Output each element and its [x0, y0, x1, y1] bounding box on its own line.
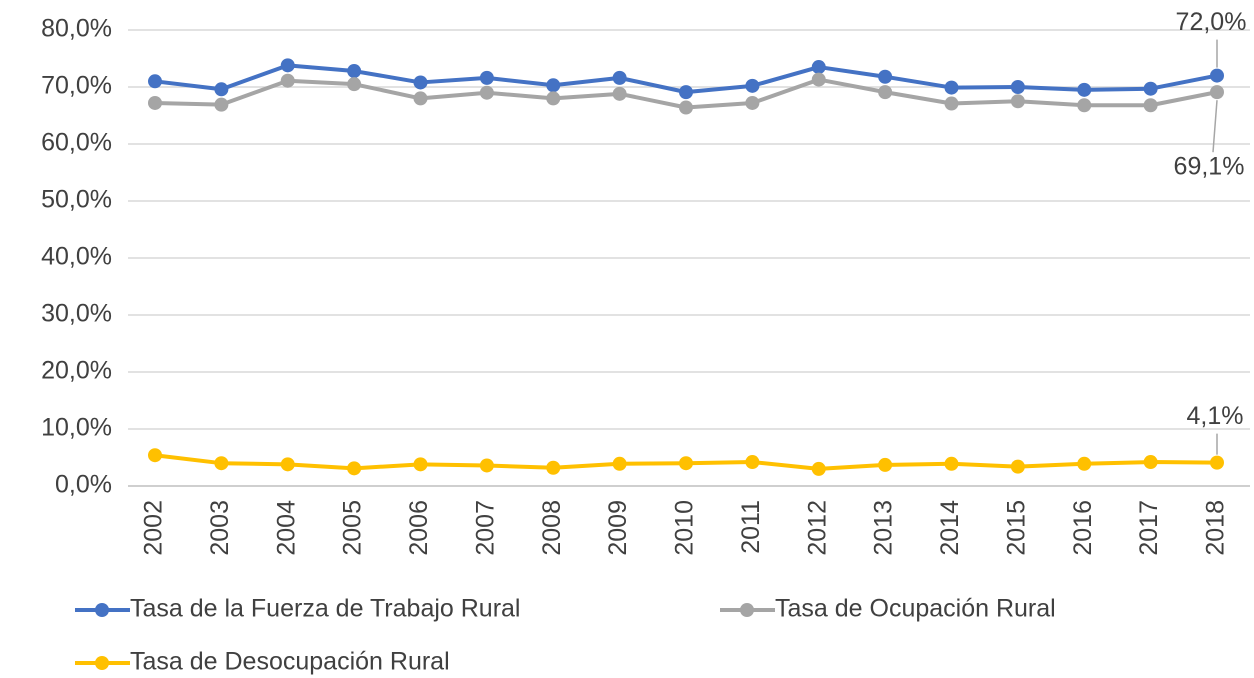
series-marker: [1010, 459, 1025, 474]
x-tick-label: 2008: [538, 500, 566, 556]
y-tick-label: 0,0%: [55, 471, 112, 499]
series-marker: [413, 457, 428, 472]
series-marker: [1010, 80, 1025, 94]
x-tick-label: 2016: [1069, 500, 1097, 556]
series-marker: [811, 72, 826, 87]
series-marker: [214, 97, 229, 112]
series-marker: [612, 86, 627, 101]
data-label: 69,1%: [1174, 153, 1245, 181]
series-marker: [1210, 85, 1224, 100]
series-marker: [214, 456, 229, 471]
series-marker: [612, 70, 627, 85]
series-marker: [479, 458, 494, 473]
series-marker: [745, 95, 760, 110]
leader-line: [1212, 100, 1218, 153]
x-tick-label: 2009: [604, 500, 632, 556]
series-marker: [1143, 81, 1158, 96]
x-tick-label: 2003: [206, 500, 234, 556]
series-marker: [944, 96, 959, 111]
series-marker: [745, 455, 760, 470]
series-marker: [745, 78, 760, 93]
series-marker: [479, 70, 494, 85]
series-marker: [944, 456, 959, 471]
series-marker: [280, 457, 295, 472]
series-marker: [148, 95, 162, 110]
series-marker: [1010, 94, 1025, 109]
x-tick-label: 2011: [737, 500, 765, 554]
y-tick-label: 10,0%: [41, 414, 112, 442]
x-tick-label: 2004: [272, 500, 300, 556]
series-marker: [1143, 98, 1158, 113]
series-marker: [1210, 455, 1224, 470]
series-marker: [1077, 82, 1092, 97]
series-marker: [479, 85, 494, 100]
legend-label: Tasa de Desocupación Rural: [130, 648, 450, 676]
series-marker: [347, 77, 362, 92]
series-marker: [280, 73, 295, 88]
series-marker: [546, 460, 561, 475]
data-label: 72,0%: [1176, 8, 1247, 36]
series-marker: [546, 78, 561, 93]
series-marker: [878, 457, 893, 472]
series-marker: [1077, 456, 1092, 471]
x-tick-label: 2002: [140, 500, 168, 556]
y-tick-label: 70,0%: [41, 72, 112, 100]
x-tick-label: 2014: [936, 500, 964, 556]
legend-marker: [95, 656, 109, 670]
x-tick-label: 2005: [339, 500, 367, 556]
x-tick-label: 2006: [405, 500, 433, 556]
series-marker: [878, 85, 893, 100]
legend-marker: [740, 603, 754, 617]
y-tick-label: 30,0%: [41, 300, 112, 328]
series-marker: [347, 461, 362, 476]
series-marker: [612, 456, 627, 471]
series-marker: [1143, 455, 1158, 470]
legend-label: Tasa de Ocupación Rural: [775, 595, 1056, 623]
x-tick-label: 2015: [1002, 500, 1030, 556]
series-marker: [679, 85, 693, 100]
series-marker: [280, 58, 295, 73]
data-label: 4,1%: [1187, 402, 1244, 430]
series-marker: [546, 91, 561, 106]
series-marker: [214, 82, 229, 97]
y-tick-label: 60,0%: [41, 129, 112, 157]
series-marker: [679, 456, 693, 471]
series-marker: [413, 91, 428, 106]
x-tick-label: 2007: [471, 500, 499, 556]
y-tick-label: 20,0%: [41, 357, 112, 385]
x-tick-label: 2017: [1135, 500, 1163, 556]
y-tick-label: 50,0%: [41, 186, 112, 214]
series-marker: [878, 69, 893, 84]
series-marker: [413, 75, 428, 90]
series-marker: [944, 80, 959, 95]
series-marker: [811, 60, 826, 75]
series-marker: [1210, 68, 1224, 83]
series-marker: [148, 74, 162, 89]
y-tick-label: 80,0%: [41, 15, 112, 43]
x-tick-label: 2013: [870, 500, 898, 556]
series-marker: [1077, 98, 1092, 113]
legend-marker: [95, 603, 109, 617]
series-marker: [347, 64, 362, 79]
y-tick-label: 40,0%: [41, 243, 112, 271]
series-marker: [679, 100, 693, 115]
series-marker: [148, 448, 162, 463]
x-tick-label: 2018: [1202, 500, 1230, 556]
series-marker: [811, 461, 826, 476]
legend-label: Tasa de la Fuerza de Trabajo Rural: [130, 595, 521, 623]
x-tick-label: 2012: [803, 500, 831, 556]
x-tick-label: 2010: [671, 500, 699, 556]
